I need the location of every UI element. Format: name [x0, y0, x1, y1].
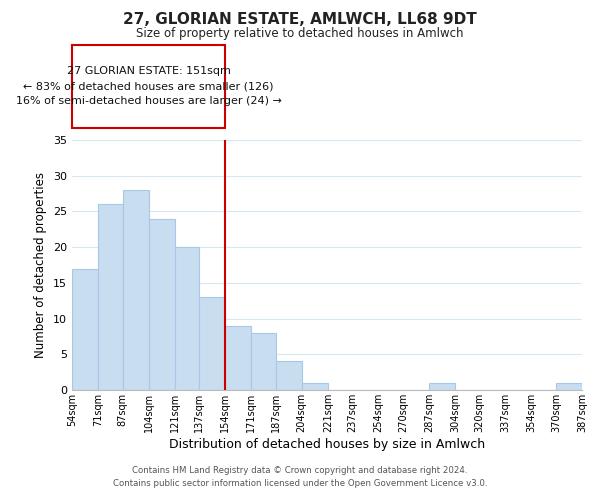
Bar: [556, 383, 582, 390]
Text: Contains HM Land Registry data © Crown copyright and database right 2024.
Contai: Contains HM Land Registry data © Crown c…: [113, 466, 487, 487]
Bar: [429, 383, 455, 390]
Text: 27 GLORIAN ESTATE: 151sqm
← 83% of detached houses are smaller (126)
16% of semi: 27 GLORIAN ESTATE: 151sqm ← 83% of detac…: [16, 66, 281, 106]
Bar: [98, 204, 122, 390]
X-axis label: Distribution of detached houses by size in Amlwch: Distribution of detached houses by size …: [169, 438, 485, 450]
Text: 27, GLORIAN ESTATE, AMLWCH, LL68 9DT: 27, GLORIAN ESTATE, AMLWCH, LL68 9DT: [123, 12, 477, 28]
Bar: [251, 333, 275, 390]
Bar: [149, 218, 175, 390]
Bar: [175, 247, 199, 390]
Bar: [302, 383, 328, 390]
Bar: [225, 326, 251, 390]
Bar: [199, 297, 225, 390]
Bar: [72, 268, 98, 390]
Bar: [122, 190, 149, 390]
Y-axis label: Number of detached properties: Number of detached properties: [34, 172, 47, 358]
Text: Size of property relative to detached houses in Amlwch: Size of property relative to detached ho…: [136, 28, 464, 40]
Bar: [275, 362, 302, 390]
